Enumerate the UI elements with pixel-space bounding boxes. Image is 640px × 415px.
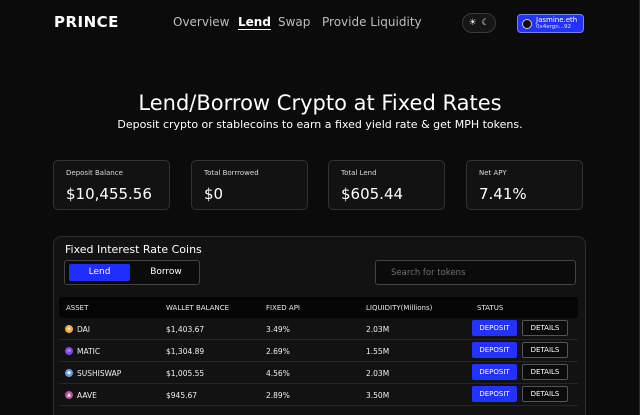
- column-header-liquidity: LIQUIDITY(Millions): [366, 304, 433, 312]
- liquidity: 3.50M: [366, 391, 390, 400]
- nav-link-lend[interactable]: Lend: [238, 15, 271, 29]
- lend-borrow-toggle: Lend Borrow: [64, 260, 200, 285]
- coins-panel: Fixed Interest Rate Coins Lend Borrow AS…: [53, 236, 586, 415]
- wallet-balance: $1,005.55: [166, 369, 205, 378]
- stat-card-total-lend: Total Lend $605.44: [328, 160, 445, 210]
- details-button[interactable]: DETAILS: [522, 342, 568, 358]
- wallet-balance: $1,403.67: [166, 325, 205, 334]
- liquidity: 1.55M: [366, 347, 390, 356]
- wallet-address: 0x4ergn...92: [536, 24, 572, 30]
- fixed-api: 3.49%: [266, 325, 290, 334]
- fixed-api: 2.69%: [266, 347, 290, 356]
- wallet-balance: $945.67: [166, 391, 198, 400]
- column-header-wallet-balance: WALLET BALANCE: [166, 304, 230, 312]
- nav-link-overview[interactable]: Overview: [173, 15, 230, 29]
- column-header-asset: ASSET: [66, 304, 89, 312]
- aave-icon: ▲: [65, 391, 73, 399]
- details-button[interactable]: DETAILS: [522, 386, 568, 402]
- table-row: ∞ MATIC $1,304.89 2.69% 1.55M DEPOSIT DE…: [59, 340, 578, 362]
- logo[interactable]: PRINCE: [54, 13, 119, 31]
- fixed-api: 2.89%: [266, 391, 290, 400]
- search-input[interactable]: [376, 261, 575, 284]
- stat-value: $10,455.56: [66, 185, 152, 203]
- asset-name: DAI: [77, 325, 90, 334]
- matic-icon: ∞: [65, 347, 73, 355]
- wallet-button[interactable]: Jasmine.eth 0x4ergn...92: [517, 14, 584, 33]
- wallet-avatar: [522, 19, 532, 29]
- stat-label: Total Lend: [341, 169, 377, 177]
- fixed-api: 4.56%: [266, 369, 290, 378]
- asset-name: SUSHISWAP: [77, 369, 122, 378]
- stat-card-total-borrowed: Total Borrrowed $0: [191, 160, 308, 210]
- stat-value: 7.41%: [479, 185, 527, 203]
- tab-borrow[interactable]: Borrow: [150, 267, 182, 277]
- stat-label: Total Borrrowed: [204, 169, 259, 177]
- sun-icon[interactable]: ☀: [468, 17, 477, 28]
- column-header-status: STATUS: [477, 304, 504, 312]
- nav-link-provide-liquidity[interactable]: Provide Liquidity: [322, 15, 422, 29]
- panel-title: Fixed Interest Rate Coins: [65, 243, 202, 256]
- deposit-button[interactable]: DEPOSIT: [472, 342, 517, 358]
- column-header-fixed-api: FIXED API: [266, 304, 300, 312]
- search-box: [375, 260, 576, 285]
- stat-value: $605.44: [341, 185, 404, 203]
- deposit-button[interactable]: DEPOSIT: [472, 320, 517, 336]
- sushi-icon: ◆: [65, 369, 73, 377]
- wallet-name: Jasmine.eth: [536, 16, 578, 24]
- deposit-button[interactable]: DEPOSIT: [472, 364, 517, 380]
- moon-icon[interactable]: ☾: [481, 17, 490, 28]
- table-row: ◈ DAI $1,403.67 3.49% 2.03M DEPOSIT DETA…: [59, 318, 578, 340]
- asset-name: AAVE: [77, 391, 97, 400]
- tab-lend[interactable]: Lend: [69, 264, 130, 281]
- deposit-button[interactable]: DEPOSIT: [472, 386, 517, 402]
- details-button[interactable]: DETAILS: [522, 320, 568, 336]
- stat-label: Deposit Balance: [66, 169, 123, 177]
- table-row: ◆ SUSHISWAP $1,005.55 4.56% 2.03M DEPOSI…: [59, 362, 578, 384]
- stat-label: Net APY: [479, 169, 507, 177]
- page-subtitle: Deposit crypto or stablecoins to earn a …: [117, 118, 523, 131]
- stat-card-deposit-balance: Deposit Balance $10,455.56: [53, 160, 170, 210]
- wallet-balance: $1,304.89: [166, 347, 205, 356]
- asset-name: MATIC: [77, 347, 101, 356]
- table-header: ASSET WALLET BALANCE FIXED API LIQUIDITY…: [59, 297, 578, 318]
- stat-card-net-apy: Net APY 7.41%: [466, 160, 583, 210]
- liquidity: 2.03M: [366, 369, 390, 378]
- top-nav: PRINCE Overview Lend Swap Provide Liquid…: [0, 0, 640, 46]
- details-button[interactable]: DETAILS: [522, 364, 568, 380]
- stat-value: $0: [204, 185, 224, 203]
- liquidity: 2.03M: [366, 325, 390, 334]
- dai-icon: ◈: [65, 325, 73, 333]
- table-row: ▲ AAVE $945.67 2.89% 3.50M DEPOSIT DETAI…: [59, 384, 578, 406]
- theme-toggle[interactable]: ☀ ☾: [462, 13, 496, 33]
- page-title: Lend/Borrow Crypto at Fixed Rates: [138, 91, 502, 115]
- nav-link-swap[interactable]: Swap: [278, 15, 311, 29]
